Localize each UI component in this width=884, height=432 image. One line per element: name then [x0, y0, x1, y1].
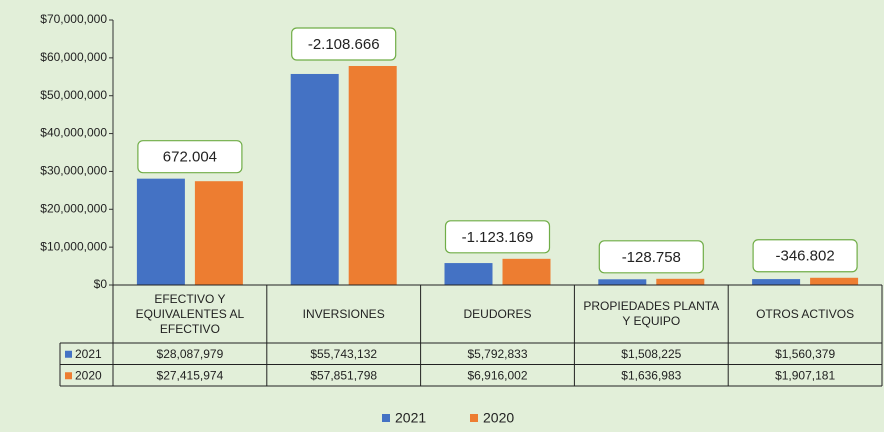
legend-key [65, 372, 72, 380]
y-tick-label: $50,000,000 [40, 88, 107, 102]
bar [502, 258, 551, 285]
annotation: 672.004 [163, 149, 217, 166]
table-cell: $57,851,798 [310, 368, 377, 382]
y-tick-label: $60,000,000 [40, 50, 107, 64]
category-cell: PROPIEDADES PLANTA Y EQUIPO [583, 299, 720, 328]
x-tick-label: INVERSIONES [302, 306, 385, 321]
annotation: -2.108.666 [308, 36, 380, 53]
row-header: 2020 [75, 368, 102, 382]
annotation-box [137, 140, 243, 174]
annotation: -128.758 [622, 249, 681, 266]
x-tick-label: PROPIEDADES PLANTA Y EQUIPO [583, 299, 720, 328]
annotation-box [444, 220, 551, 254]
bar [598, 279, 647, 285]
annotation-box [598, 240, 704, 274]
annotation-box [752, 239, 858, 273]
legend-key [65, 350, 72, 358]
annotation-box [291, 27, 397, 61]
bar [810, 277, 859, 285]
x-tick-label: OTROS ACTIVOS [756, 306, 855, 321]
legend-key [382, 414, 390, 422]
category-cell: EFECTIVO Y EQUIVALENTES AL EFECTIVO [135, 291, 245, 336]
table-cell: $5,792,833 [467, 347, 527, 361]
bar [752, 279, 801, 285]
annotation: -1.123.169 [462, 229, 534, 246]
bar [444, 263, 493, 285]
bar [656, 278, 705, 285]
x-tick-label: DEUDORES [463, 306, 532, 321]
y-tick-label: $0 [94, 277, 108, 291]
legend-label: 2020 [483, 410, 514, 426]
y-tick-label: $20,000,000 [40, 201, 107, 215]
table-cell: $1,636,983 [621, 368, 681, 382]
x-tick-label: EFECTIVO Y EQUIVALENTES AL EFECTIVO [135, 291, 245, 336]
legend-key [470, 414, 478, 422]
bar [194, 181, 243, 285]
bar [348, 65, 397, 285]
table-cell: $28,087,979 [157, 347, 224, 361]
annotation: -346.802 [775, 248, 834, 265]
row-header: 2021 [75, 347, 102, 361]
table-cell: $27,415,974 [157, 368, 224, 382]
category-cell: INVERSIONES [302, 306, 385, 321]
table-cell: $6,916,002 [467, 368, 527, 382]
legend-label: 2021 [395, 410, 426, 426]
y-tick-label: $30,000,000 [40, 164, 107, 178]
y-tick-label: $40,000,000 [40, 126, 107, 140]
table-cell: $1,907,181 [775, 368, 835, 382]
bar [136, 178, 185, 285]
y-tick-label: $70,000,000 [40, 12, 107, 26]
bar [290, 73, 339, 285]
category-cell: DEUDORES [463, 306, 532, 321]
category-cell: OTROS ACTIVOS [756, 306, 855, 321]
table-cell: $1,560,379 [775, 347, 835, 361]
table-cell: $1,508,225 [621, 347, 681, 361]
table-cell: $55,743,132 [310, 347, 377, 361]
y-tick-label: $10,000,000 [40, 239, 107, 253]
